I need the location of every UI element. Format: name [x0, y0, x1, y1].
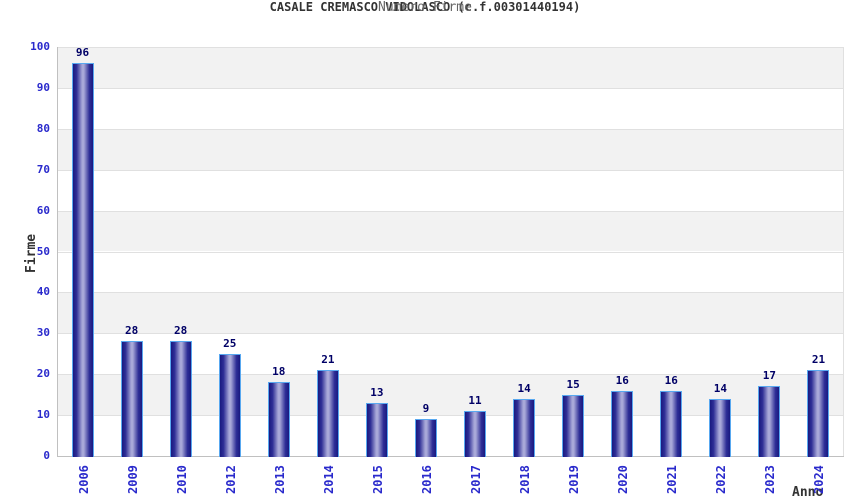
- y-tick-label: 80: [36, 121, 50, 135]
- bar-value-label: 16: [664, 373, 678, 387]
- bar: [660, 390, 683, 457]
- y-tick-label: 60: [36, 203, 50, 217]
- bar-value-label: 16: [615, 373, 629, 387]
- bar-value-label: 21: [321, 353, 335, 367]
- chart-title: CASALE CREMASCO VIDOLASCO (c.f.003014401…: [269, 0, 581, 14]
- y-tick-label: 50: [36, 244, 50, 258]
- bar: [267, 382, 290, 457]
- bar: [414, 419, 437, 457]
- x-tick-label: 2020: [616, 465, 631, 494]
- chart-subtitle: Numero Firme: [378, 0, 472, 15]
- gridline: [58, 210, 843, 212]
- y-tick-label: 40: [36, 285, 50, 299]
- x-tick-label: 2012: [223, 465, 238, 494]
- bar: [120, 341, 143, 457]
- gridline: [58, 251, 843, 253]
- gridline: [58, 415, 843, 417]
- grid-band: [58, 210, 843, 252]
- bar: [71, 63, 94, 457]
- bar: [218, 353, 241, 457]
- bar-value-label: 96: [75, 46, 90, 60]
- bar-value-label: 11: [468, 394, 482, 407]
- bar: [316, 370, 339, 457]
- x-tick-label: 2015: [370, 465, 385, 494]
- bar: [169, 341, 192, 457]
- x-axis-label: Anno: [792, 485, 824, 500]
- bar-value-label: 9: [422, 402, 430, 416]
- y-tick-label: 30: [36, 326, 50, 340]
- x-tick-label: 2013: [272, 465, 287, 494]
- bar: [464, 411, 487, 457]
- x-tick-label: 2010: [174, 465, 189, 494]
- gridline: [58, 128, 843, 130]
- bar-value-label: 25: [223, 336, 237, 350]
- x-tick-label: 2016: [419, 465, 434, 494]
- grid-band: [58, 47, 843, 88]
- x-tick-label: 2024: [812, 465, 827, 494]
- x-axis-line: [57, 456, 844, 457]
- plot-right-edge: [843, 47, 844, 456]
- gridline: [58, 47, 843, 48]
- x-tick-label: 2018: [518, 465, 533, 494]
- x-tick-label: 2017: [469, 465, 484, 494]
- x-tick-label: 2006: [76, 465, 91, 494]
- x-tick-label: 2023: [763, 465, 778, 494]
- bar-value-label: 18: [272, 365, 286, 379]
- gridline: [58, 333, 843, 335]
- bar: [807, 370, 830, 457]
- bar: [365, 402, 388, 457]
- grid-band: [58, 128, 843, 170]
- gridline: [58, 169, 843, 171]
- x-tick-label: 2022: [714, 465, 729, 494]
- gridline: [58, 292, 843, 294]
- y-tick-label: 90: [36, 80, 50, 94]
- bar-value-label: 14: [713, 381, 727, 395]
- bar: [611, 390, 634, 457]
- bar-value-label: 28: [174, 324, 188, 338]
- x-tick-label: 2019: [567, 465, 582, 494]
- bar: [709, 398, 732, 457]
- bar-value-label: 17: [762, 369, 777, 383]
- y-tick-label: 10: [36, 408, 50, 422]
- x-tick-label: 2009: [125, 465, 140, 494]
- bar-value-label: 28: [124, 324, 139, 338]
- gridline: [58, 374, 843, 376]
- bar: [758, 386, 781, 457]
- bar: [513, 398, 536, 457]
- bar-value-label: 21: [811, 353, 826, 367]
- gridline: [58, 87, 843, 89]
- y-tick-label: 100: [30, 40, 50, 53]
- grid-band: [58, 292, 843, 334]
- y-tick-label: 20: [36, 367, 50, 381]
- x-tick-label: 2021: [665, 465, 680, 494]
- bar-value-label: 15: [566, 377, 580, 391]
- y-tick-label: 0: [43, 449, 50, 462]
- bar: [562, 394, 585, 457]
- bar-value-label: 13: [370, 385, 384, 399]
- y-axis-line: [57, 47, 58, 457]
- bar-value-label: 14: [517, 381, 531, 395]
- y-tick-label: 70: [36, 162, 50, 176]
- x-tick-label: 2014: [321, 465, 336, 494]
